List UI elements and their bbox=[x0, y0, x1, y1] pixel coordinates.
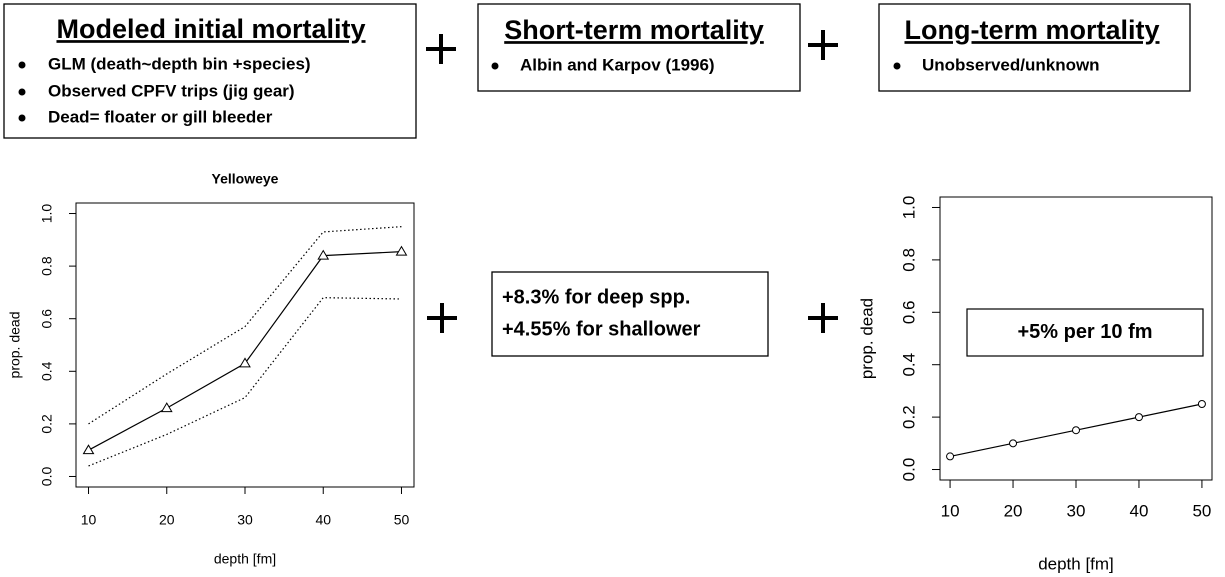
bullet bbox=[893, 62, 901, 70]
chart: depth [fm] prop. dead 10 20 30 40 50 0.0 0.2 0.4 0… bbox=[857, 196, 1213, 573]
y-tick-label: 0.0 bbox=[899, 458, 918, 482]
marker bbox=[1072, 426, 1080, 435]
x-axis-label: depth [fm] bbox=[1038, 554, 1114, 573]
marker bbox=[1134, 413, 1143, 422]
y-tick-label: 1.0 bbox=[39, 204, 55, 224]
bullet-text: Albin and Karpov (1996) bbox=[520, 55, 715, 74]
x-tick-label: 20 bbox=[159, 512, 175, 528]
y-tick-label: 0.8 bbox=[899, 248, 918, 272]
x-tick-label: 30 bbox=[237, 512, 253, 528]
annotation: +5% per 10 fm bbox=[1017, 321, 1152, 343]
series-line bbox=[88, 226, 402, 425]
box bbox=[477, 3, 801, 92]
plus bbox=[427, 303, 457, 333]
box-title: Short-term mortality bbox=[504, 15, 764, 45]
x-tick-label: 40 bbox=[1130, 501, 1149, 520]
y-axis-label: prop. dead bbox=[857, 298, 876, 379]
bullet bbox=[491, 62, 499, 70]
bullet bbox=[18, 114, 26, 122]
plus bbox=[808, 30, 838, 60]
annotation-box bbox=[966, 308, 1204, 357]
x-tick-label: 40 bbox=[315, 512, 331, 528]
marker bbox=[1009, 439, 1018, 448]
bullet-text: Unobserved/unknown bbox=[922, 55, 1100, 74]
series-line bbox=[88, 297, 402, 467]
box-title: Long-term mortality bbox=[904, 15, 1159, 45]
marker bbox=[160, 402, 173, 413]
x-tick-label: 30 bbox=[1067, 501, 1086, 520]
bullet bbox=[18, 88, 26, 96]
y-tick-label: 0.2 bbox=[899, 405, 918, 429]
y-axis-label: prop. dead bbox=[7, 312, 23, 379]
box bbox=[878, 3, 1191, 92]
plus bbox=[808, 303, 838, 333]
y-tick-label: 0.0 bbox=[39, 467, 55, 487]
plus bbox=[426, 34, 456, 64]
y-tick-label: 0.4 bbox=[899, 353, 918, 377]
marker bbox=[317, 249, 330, 260]
bullet-text: GLM (death~depth bin +species) bbox=[48, 54, 311, 73]
y-tick-label: 1.0 bbox=[899, 196, 918, 220]
y-tick-label: 0.6 bbox=[39, 309, 55, 329]
note-text: +8.3% for deep spp. bbox=[502, 286, 690, 308]
x-tick-label: 50 bbox=[394, 512, 410, 528]
marker bbox=[1197, 400, 1206, 409]
y-tick-label: 0.6 bbox=[899, 300, 918, 324]
y-tick-label: 0.8 bbox=[39, 256, 55, 276]
note-box bbox=[491, 271, 769, 357]
y-tick-label: 0.4 bbox=[39, 361, 55, 381]
marker bbox=[82, 444, 95, 455]
box-title: Modeled initial mortality bbox=[56, 14, 365, 44]
x-tick-label: 20 bbox=[1004, 501, 1023, 520]
box bbox=[3, 3, 417, 139]
y-tick-label: 0.2 bbox=[39, 414, 55, 434]
note-text: +4.55% for shallower bbox=[502, 318, 701, 340]
bullet bbox=[18, 61, 26, 69]
series-line bbox=[88, 251, 402, 451]
x-tick-label: 10 bbox=[941, 501, 960, 520]
bullet-text: Observed CPFV trips (jig gear) bbox=[48, 81, 295, 100]
chart-title: Yelloweye bbox=[212, 171, 279, 187]
marker bbox=[395, 245, 408, 256]
marker bbox=[239, 357, 251, 368]
bullet-text: Dead= floater or gill bleeder bbox=[48, 107, 273, 126]
chart: Yelloweye depth [fm] prop. dead 10 20 30 40 50 0… bbox=[7, 171, 415, 567]
x-tick-label: 10 bbox=[81, 512, 97, 528]
x-axis-label: depth [fm] bbox=[214, 551, 276, 567]
x-tick-label: 50 bbox=[1192, 501, 1211, 520]
plot-frame bbox=[75, 202, 415, 488]
marker bbox=[946, 452, 955, 461]
